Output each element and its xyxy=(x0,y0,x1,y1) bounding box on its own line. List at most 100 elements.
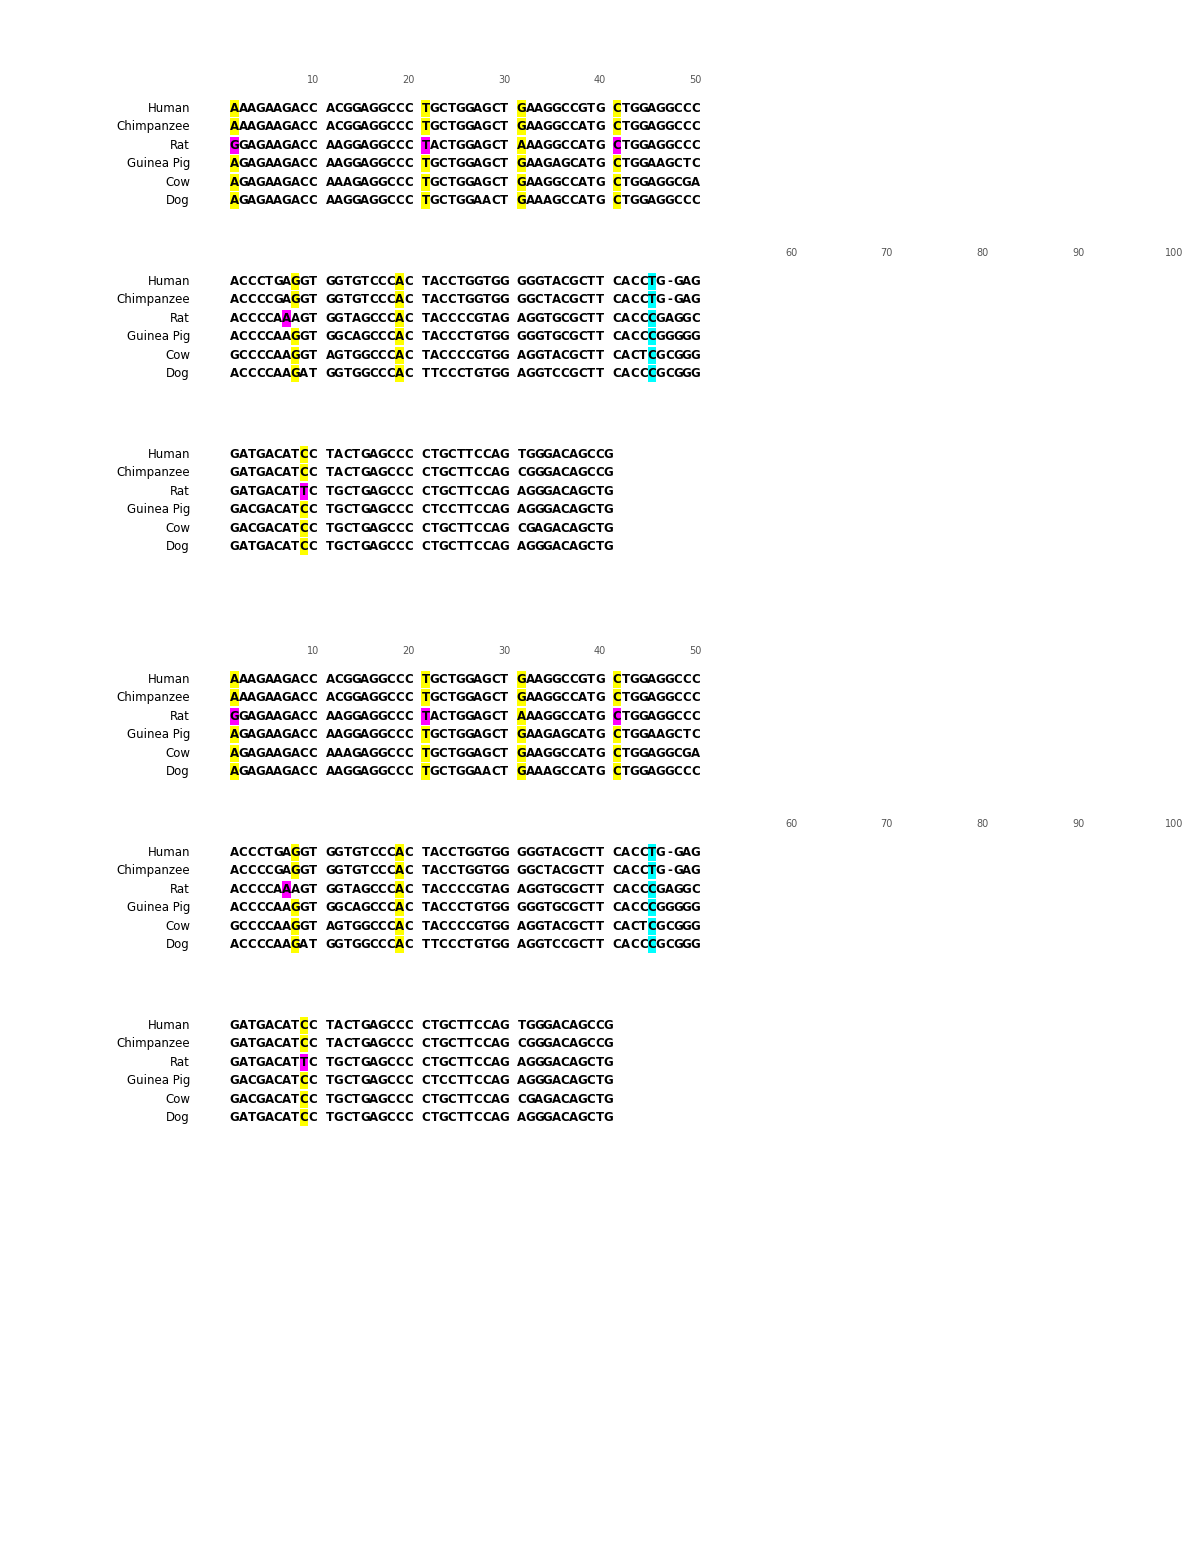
Text: A: A xyxy=(229,175,239,189)
Text: C: C xyxy=(648,919,656,933)
Text: T: T xyxy=(544,331,552,343)
Text: G: G xyxy=(430,120,439,134)
Text: C: C xyxy=(386,331,395,343)
Text: A: A xyxy=(360,175,370,189)
Text: C: C xyxy=(578,294,587,306)
Text: A: A xyxy=(282,1056,292,1068)
Text: T: T xyxy=(352,466,360,480)
Text: C: C xyxy=(386,1056,395,1068)
Text: A: A xyxy=(229,672,239,686)
Text: C: C xyxy=(308,672,317,686)
Text: G: G xyxy=(534,331,544,343)
Text: A: A xyxy=(534,102,544,115)
Text: A: A xyxy=(229,312,239,325)
Text: 100: 100 xyxy=(1165,818,1183,829)
Text: T: T xyxy=(587,312,595,325)
Text: T: T xyxy=(326,522,334,534)
Text: G: G xyxy=(499,1037,509,1050)
Text: A: A xyxy=(290,102,300,115)
Text: C: C xyxy=(456,938,464,952)
Text: A: A xyxy=(334,194,343,207)
Text: T: T xyxy=(595,1056,604,1068)
Text: C: C xyxy=(343,331,352,343)
Text: A: A xyxy=(491,1056,500,1068)
Text: G: G xyxy=(360,367,370,380)
Text: G: G xyxy=(377,157,388,171)
Text: 30: 30 xyxy=(498,75,510,85)
Text: A: A xyxy=(577,766,587,778)
Text: A: A xyxy=(647,138,656,152)
Text: C: C xyxy=(673,710,683,722)
Text: G: G xyxy=(334,522,343,534)
Text: A: A xyxy=(517,349,526,362)
Text: C: C xyxy=(456,882,464,896)
Text: G: G xyxy=(352,766,361,778)
Text: C: C xyxy=(378,882,386,896)
Text: G: G xyxy=(334,1112,343,1124)
Text: A: A xyxy=(430,294,439,306)
Text: T: T xyxy=(326,1056,334,1068)
Text: T: T xyxy=(640,349,647,362)
Text: A: A xyxy=(264,1019,274,1031)
Text: G: G xyxy=(342,138,353,152)
Text: C: C xyxy=(560,275,569,287)
Text: A: A xyxy=(491,1075,500,1087)
Text: C: C xyxy=(613,175,622,189)
Text: C: C xyxy=(482,503,491,516)
Text: C: C xyxy=(648,938,656,952)
Text: C: C xyxy=(300,1112,308,1124)
Text: Guinea Pig: Guinea Pig xyxy=(127,728,190,741)
Text: C: C xyxy=(404,672,413,686)
Text: C: C xyxy=(265,901,274,915)
Text: G: G xyxy=(456,138,466,152)
Text: C: C xyxy=(491,691,499,704)
Text: C: C xyxy=(560,1112,569,1124)
Text: C: C xyxy=(439,367,448,380)
Text: T: T xyxy=(622,194,630,207)
Text: G: G xyxy=(526,349,535,362)
Text: C: C xyxy=(256,938,265,952)
Text: G: G xyxy=(526,1019,535,1031)
Text: A: A xyxy=(647,710,656,722)
Text: A: A xyxy=(622,901,630,915)
Text: G: G xyxy=(290,846,300,859)
Text: T: T xyxy=(622,157,630,171)
Text: C: C xyxy=(343,447,352,461)
Text: A: A xyxy=(526,194,535,207)
Text: A: A xyxy=(229,102,239,115)
Text: G: G xyxy=(595,194,605,207)
Text: G: G xyxy=(690,901,701,915)
Text: C: C xyxy=(239,294,247,306)
Text: G: G xyxy=(352,938,361,952)
Text: G: G xyxy=(229,540,239,553)
Text: G: G xyxy=(282,747,292,759)
Text: A: A xyxy=(491,485,500,499)
Text: A: A xyxy=(517,540,526,553)
Text: T: T xyxy=(500,120,508,134)
Text: G: G xyxy=(352,672,361,686)
Text: T: T xyxy=(326,1093,334,1106)
Text: T: T xyxy=(421,367,430,380)
Text: C: C xyxy=(613,331,622,343)
Text: C: C xyxy=(386,938,395,952)
Text: T: T xyxy=(456,540,464,553)
Text: A: A xyxy=(274,312,282,325)
Text: G: G xyxy=(595,672,605,686)
Text: G: G xyxy=(464,691,474,704)
Text: C: C xyxy=(638,294,648,306)
Text: T: T xyxy=(587,901,595,915)
Text: G: G xyxy=(334,882,343,896)
Text: G: G xyxy=(342,194,353,207)
Text: C: C xyxy=(274,1037,282,1050)
Text: A: A xyxy=(395,275,404,287)
Text: T: T xyxy=(247,540,256,553)
Text: A: A xyxy=(491,522,500,534)
Text: C: C xyxy=(404,194,413,207)
Text: T: T xyxy=(466,1112,473,1124)
Text: A: A xyxy=(577,157,587,171)
Text: A: A xyxy=(299,938,308,952)
Text: G: G xyxy=(430,728,439,741)
Text: G: G xyxy=(516,691,527,704)
Text: T: T xyxy=(466,938,473,952)
Text: G: G xyxy=(229,349,239,362)
